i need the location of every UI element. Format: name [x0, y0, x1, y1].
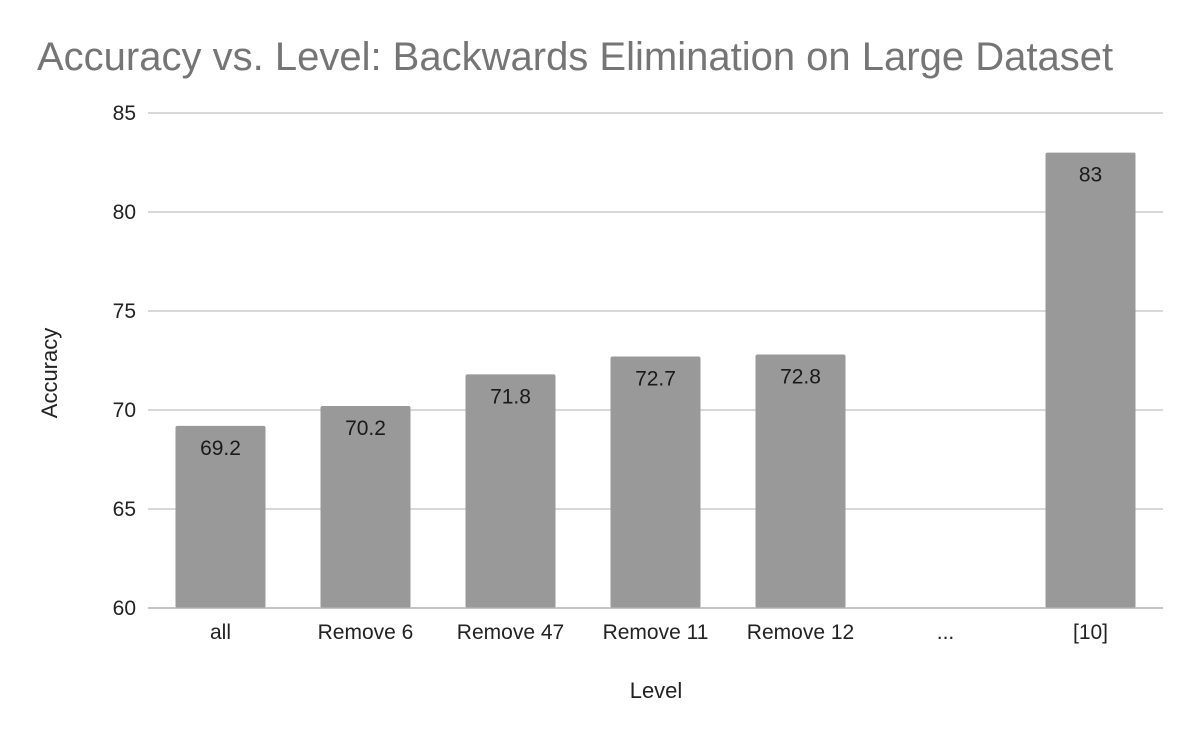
chart-title: Accuracy vs. Level: Backwards Eliminatio…: [37, 35, 1113, 79]
y-gridlines: [148, 112, 1163, 510]
x-tick-labels: all Remove 6 Remove 47 Remove 11 Remove 12..…: [210, 621, 1108, 644]
bar: [755, 354, 846, 608]
bar: [1045, 152, 1136, 608]
y-tick-label: 80: [113, 201, 136, 224]
bar-value-label: 71.8: [490, 385, 531, 408]
x-tick-label: [10]: [1073, 621, 1108, 644]
bar-value-label: 69.2: [200, 437, 241, 460]
bar-value-label: 83: [1079, 164, 1102, 187]
y-tick-label: 60: [113, 597, 136, 620]
x-tick-label: Remove 6: [318, 621, 414, 644]
bar: [175, 425, 266, 608]
x-tick-label: Remove 47: [457, 621, 564, 644]
x-tick-label: ...: [937, 621, 955, 644]
bar-value-label: 70.2: [345, 417, 386, 440]
x-tick-label: all: [210, 621, 231, 644]
bar: [610, 356, 701, 608]
bars: [175, 152, 1136, 608]
bar-value-label: 72.8: [780, 366, 821, 389]
bar-value-label: 72.7: [635, 368, 676, 391]
y-tick-labels: 60 65 70 75 80 85: [113, 102, 136, 620]
y-tick-label: 70: [113, 399, 136, 422]
y-tick-label: 75: [113, 300, 136, 323]
data-labels: 69.2 70.2 71.8 72.7 72.8 83: [200, 164, 1102, 460]
bar: [320, 406, 411, 608]
x-axis-title: Level: [630, 678, 683, 703]
x-tick-label: Remove 11: [603, 621, 709, 644]
bar: [465, 374, 556, 608]
y-tick-label: 65: [113, 498, 136, 521]
y-axis-title: Accuracy: [37, 328, 62, 418]
x-tick-label: Remove 12: [747, 621, 854, 644]
y-tick-label: 85: [113, 102, 136, 125]
